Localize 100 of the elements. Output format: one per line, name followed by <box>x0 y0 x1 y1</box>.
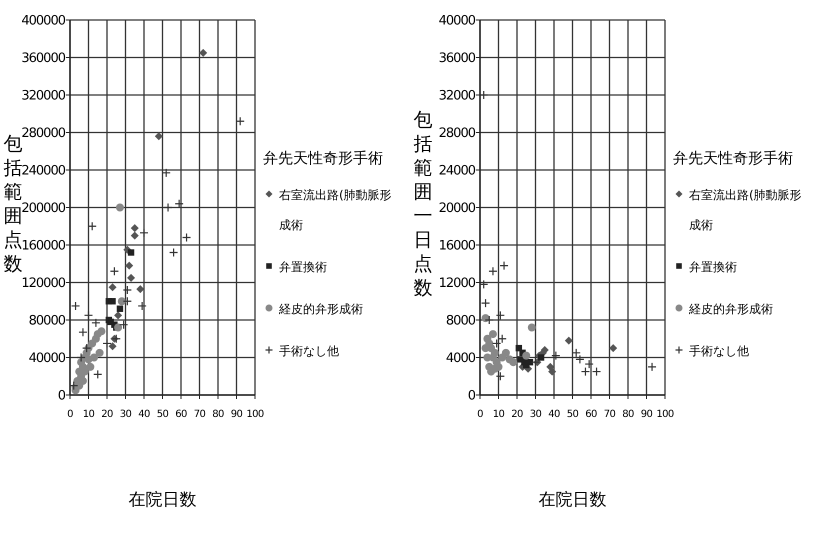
y-tick-label: 20000 <box>438 201 476 216</box>
point <box>496 372 505 381</box>
y-tick-label: 28000 <box>438 126 476 142</box>
x-tick-label: 100 <box>246 409 264 420</box>
legend-label: 弁置換術 <box>689 260 737 274</box>
point <box>528 324 536 332</box>
point <box>78 328 88 337</box>
x-tick-label: 10 <box>82 409 94 420</box>
point <box>564 336 573 345</box>
point <box>86 362 94 371</box>
x-tick-label: 20 <box>511 409 523 420</box>
point <box>112 334 121 344</box>
point <box>128 249 134 256</box>
x-tick-label: 10 <box>492 409 504 420</box>
point <box>116 306 124 312</box>
point <box>182 232 192 242</box>
legend-title: 弁先天性奇形手術 <box>263 149 383 167</box>
x-tick-label: 100 <box>656 409 674 420</box>
y-tick-label: 16000 <box>438 238 476 254</box>
x-tick-label: 60 <box>175 409 187 420</box>
y-tick-label: 32000 <box>438 88 476 104</box>
point <box>551 351 560 360</box>
point <box>118 297 126 306</box>
point <box>584 359 594 369</box>
point <box>609 344 618 352</box>
point <box>108 283 117 292</box>
point <box>130 224 139 232</box>
point <box>139 228 149 238</box>
point <box>496 310 505 320</box>
y-tick-label: 12000 <box>438 276 476 292</box>
x-tick-label: 80 <box>622 409 634 420</box>
point <box>154 132 163 140</box>
y-axis-title: 包括範囲点数 <box>4 133 22 276</box>
legend-label: 手術なし他 <box>689 344 749 358</box>
x-tick-label: 70 <box>194 409 206 420</box>
y-tick-label: 24000 <box>438 164 476 179</box>
point <box>488 266 498 276</box>
x-tick-label: 50 <box>156 409 168 420</box>
x-tick-label: 50 <box>566 409 578 420</box>
y-tick-label: 400000 <box>21 14 66 29</box>
x-tick-label: 60 <box>585 409 597 420</box>
y-tick-label: 280000 <box>21 126 66 142</box>
point <box>522 352 530 360</box>
point <box>114 324 122 332</box>
text: 右室流出路(肺動脈形成術 <box>279 188 392 232</box>
point <box>93 370 102 379</box>
y-tick-label: 8000 <box>446 314 476 329</box>
point <box>530 358 540 367</box>
point <box>96 348 104 357</box>
legend-label: 手術なし他 <box>279 344 339 358</box>
point <box>580 366 590 376</box>
point <box>127 274 136 282</box>
x-axis-title: 在院日数 <box>128 490 196 510</box>
point <box>502 348 510 357</box>
point <box>163 202 173 212</box>
y-tick-label: 40000 <box>438 14 476 29</box>
y-tick-label: 320000 <box>21 88 66 104</box>
point <box>91 318 100 328</box>
y-axis-title: 包括範囲一日点数 <box>414 109 432 300</box>
legend-label: 経皮的弁形成術 <box>688 302 773 316</box>
x-tick-label: 40 <box>138 409 150 420</box>
y-tick-label: 36000 <box>438 51 476 66</box>
point <box>169 248 178 258</box>
point <box>69 381 78 390</box>
x-tick-label: 20 <box>101 409 113 420</box>
y-tick-label: 80000 <box>28 314 66 329</box>
legend-title: 弁先天性奇形手術 <box>673 149 793 167</box>
x-tick-label: 0 <box>477 409 484 420</box>
point <box>509 358 518 366</box>
y-tick-label: 360000 <box>21 51 66 66</box>
point <box>114 311 122 320</box>
point <box>138 301 147 311</box>
point <box>84 355 92 364</box>
y-tick-label: 120000 <box>21 276 66 292</box>
point <box>592 366 602 376</box>
point <box>136 285 144 294</box>
x-tick-label: 80 <box>212 409 224 420</box>
y-tick-label: 0 <box>58 388 66 404</box>
y-tick-label: 0 <box>468 388 476 404</box>
point <box>499 261 509 270</box>
y-tick-label: 160000 <box>21 238 66 254</box>
x-tick-label: 40 <box>548 409 560 420</box>
point <box>109 298 116 304</box>
point <box>116 204 124 212</box>
point <box>199 48 208 57</box>
point <box>538 354 544 361</box>
point <box>647 362 657 372</box>
point <box>102 338 112 348</box>
point <box>122 285 132 295</box>
point <box>130 232 139 240</box>
legend-label: 経皮的弁形成術 <box>278 302 363 316</box>
point <box>76 352 86 362</box>
point <box>119 320 128 330</box>
point <box>97 327 106 336</box>
point <box>492 338 502 348</box>
x-tick-label: 90 <box>230 409 242 420</box>
point <box>84 310 94 320</box>
point <box>480 298 490 308</box>
x-tick-label: 70 <box>604 409 616 420</box>
point <box>108 342 117 350</box>
